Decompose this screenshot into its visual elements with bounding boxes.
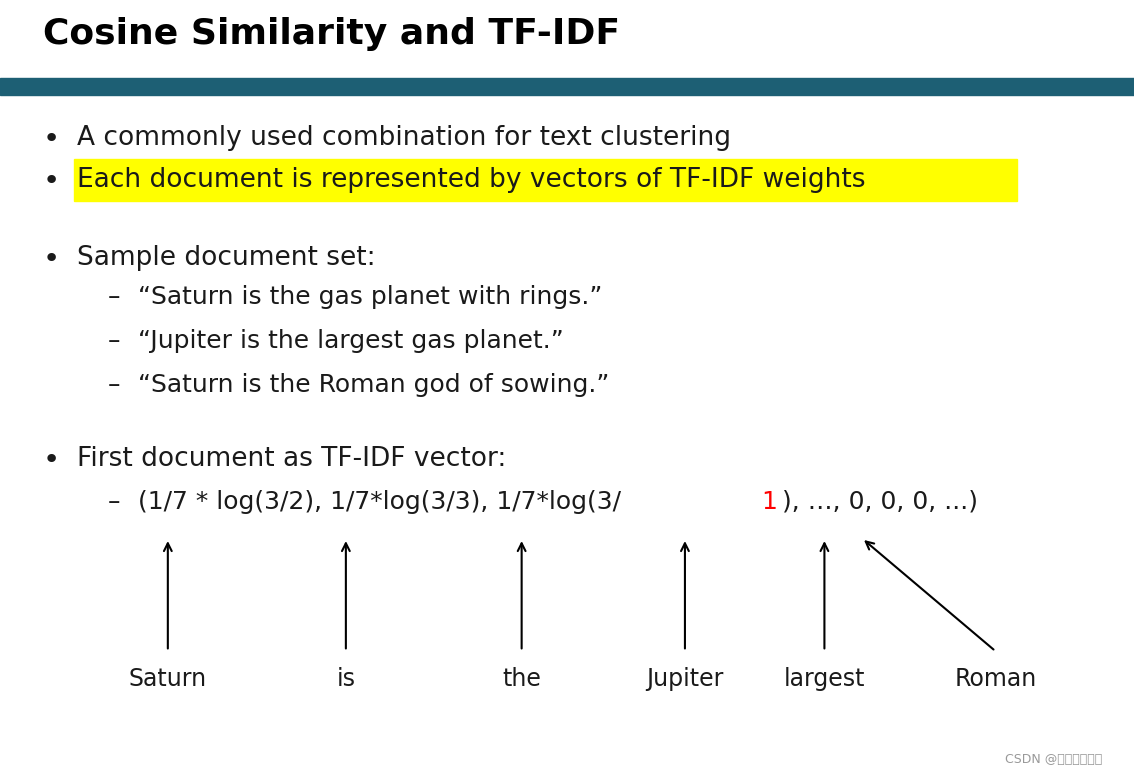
- FancyBboxPatch shape: [74, 159, 1017, 201]
- Text: “Saturn is the gas planet with rings.”: “Saturn is the gas planet with rings.”: [138, 285, 603, 310]
- Text: Saturn: Saturn: [129, 667, 206, 691]
- Text: Roman: Roman: [955, 667, 1036, 691]
- Text: •: •: [43, 446, 60, 474]
- Text: •: •: [43, 125, 60, 153]
- Text: First document as TF-IDF vector:: First document as TF-IDF vector:: [77, 446, 507, 472]
- Text: –: –: [108, 490, 120, 514]
- Text: (1/7 * log(3/2), 1/7*log(3/3), 1/7*log(3/: (1/7 * log(3/2), 1/7*log(3/3), 1/7*log(3…: [138, 490, 621, 514]
- Text: Each document is represented by vectors of TF-IDF weights: Each document is represented by vectors …: [77, 167, 865, 193]
- Text: –: –: [108, 329, 120, 353]
- Text: CSDN @大白要努力啊: CSDN @大白要努力啊: [1005, 753, 1102, 766]
- Text: –: –: [108, 285, 120, 310]
- Text: “Saturn is the Roman god of sowing.”: “Saturn is the Roman god of sowing.”: [138, 373, 610, 397]
- Text: Cosine Similarity and TF-IDF: Cosine Similarity and TF-IDF: [43, 17, 620, 51]
- Text: the: the: [502, 667, 541, 691]
- Text: Sample document set:: Sample document set:: [77, 245, 375, 271]
- Text: “Jupiter is the largest gas planet.”: “Jupiter is the largest gas planet.”: [138, 329, 564, 353]
- Text: •: •: [43, 167, 60, 195]
- Text: •: •: [43, 245, 60, 273]
- Text: A commonly used combination for text clustering: A commonly used combination for text clu…: [77, 125, 731, 151]
- Text: is: is: [337, 667, 355, 691]
- Text: 1: 1: [762, 490, 778, 514]
- FancyBboxPatch shape: [0, 78, 1134, 95]
- Text: largest: largest: [784, 667, 865, 691]
- Text: ), …, 0, 0, 0, ...): ), …, 0, 0, 0, ...): [782, 490, 978, 514]
- Text: –: –: [108, 373, 120, 397]
- Text: Jupiter: Jupiter: [646, 667, 723, 691]
